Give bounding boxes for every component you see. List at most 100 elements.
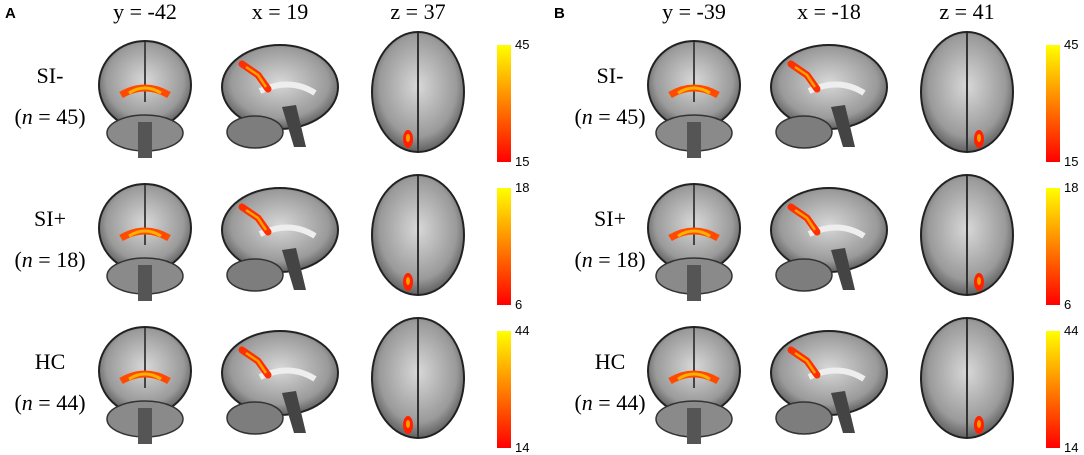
cerebellum bbox=[775, 115, 833, 149]
brainstem bbox=[831, 248, 855, 290]
cerebellum bbox=[775, 258, 833, 292]
sample-size: (n = 44) bbox=[574, 390, 645, 415]
colorbar-min: 14 bbox=[515, 440, 529, 455]
brainstem bbox=[831, 105, 855, 147]
cerebellum bbox=[775, 401, 833, 435]
colorbar bbox=[497, 331, 511, 448]
sample-size-part: ( bbox=[14, 104, 21, 129]
coronal-slice bbox=[647, 40, 741, 158]
colorbar-min: 15 bbox=[515, 154, 529, 169]
sample-size: (n = 18) bbox=[14, 247, 85, 272]
activation-core bbox=[677, 372, 711, 381]
sample-size-part: n bbox=[22, 390, 33, 415]
brainstem bbox=[687, 265, 701, 301]
activation-core bbox=[128, 229, 162, 238]
cerebellum bbox=[226, 258, 284, 292]
group-label: SI+ bbox=[34, 206, 66, 231]
brainstem bbox=[138, 122, 152, 158]
sample-size-part: = 45) bbox=[33, 104, 86, 129]
sample-size-part: ( bbox=[14, 390, 21, 415]
coronal-slice bbox=[647, 326, 741, 444]
activation-core bbox=[794, 208, 817, 231]
sample-size-part: ( bbox=[574, 104, 581, 129]
group-label: SI- bbox=[597, 63, 624, 88]
column-header: y = -42 bbox=[113, 0, 177, 24]
column-header: z = 41 bbox=[939, 0, 994, 24]
panel-label: B bbox=[554, 5, 565, 22]
brainstem bbox=[282, 248, 306, 290]
colorbar-max: 18 bbox=[515, 180, 529, 195]
activation-core bbox=[977, 134, 981, 142]
sample-size: (n = 45) bbox=[14, 104, 85, 129]
axial-slice bbox=[371, 31, 465, 153]
colorbar bbox=[497, 45, 511, 162]
activation-core bbox=[245, 208, 268, 231]
group-label: SI+ bbox=[594, 206, 626, 231]
sagittal-slice bbox=[221, 187, 339, 292]
brainstem bbox=[687, 122, 701, 158]
coronal-slice bbox=[98, 183, 192, 301]
colorbar bbox=[1046, 331, 1060, 448]
activation-core bbox=[128, 86, 162, 95]
axial-slice bbox=[920, 317, 1014, 439]
brainstem bbox=[831, 391, 855, 433]
sample-size: (n = 18) bbox=[574, 247, 645, 272]
sample-size: (n = 45) bbox=[574, 104, 645, 129]
coronal-slice bbox=[98, 40, 192, 158]
sample-size-part: = 44) bbox=[33, 390, 86, 415]
sample-size-part: n bbox=[582, 390, 593, 415]
sample-size-part: n bbox=[22, 247, 33, 272]
brainstem bbox=[138, 408, 152, 444]
column-header: x = -18 bbox=[797, 0, 861, 24]
sample-size-part: = 18) bbox=[593, 247, 646, 272]
coronal-slice bbox=[647, 183, 741, 301]
cerebellum bbox=[226, 115, 284, 149]
colorbar-max: 44 bbox=[515, 323, 529, 338]
brainstem bbox=[282, 105, 306, 147]
cerebellum bbox=[226, 401, 284, 435]
group-label: HC bbox=[35, 349, 66, 374]
sample-size-part: ( bbox=[14, 247, 21, 272]
colorbar-min: 6 bbox=[1064, 297, 1071, 312]
coronal-slice bbox=[98, 326, 192, 444]
sample-size-part: ( bbox=[574, 390, 581, 415]
column-header: x = 19 bbox=[252, 0, 308, 24]
brainstem bbox=[282, 391, 306, 433]
sample-size-part: n bbox=[22, 104, 33, 129]
column-header: y = -39 bbox=[662, 0, 726, 24]
activation-core bbox=[406, 420, 410, 428]
sample-size-part: n bbox=[582, 247, 593, 272]
axial-slice bbox=[920, 174, 1014, 296]
column-header: z = 37 bbox=[390, 0, 445, 24]
activation-core bbox=[794, 351, 817, 374]
panel-label: A bbox=[5, 5, 16, 22]
sagittal-slice bbox=[221, 330, 339, 435]
sample-size-part: = 18) bbox=[33, 247, 86, 272]
colorbar-min: 15 bbox=[1064, 154, 1078, 169]
sagittal-slice bbox=[221, 44, 339, 149]
activation-core bbox=[977, 420, 981, 428]
sample-size-part: ( bbox=[574, 247, 581, 272]
activation-core bbox=[245, 65, 268, 88]
activation-core bbox=[406, 277, 410, 285]
axial-slice bbox=[371, 174, 465, 296]
colorbar-min: 14 bbox=[1064, 440, 1078, 455]
axial-slice bbox=[920, 31, 1014, 153]
sagittal-slice bbox=[770, 330, 888, 435]
colorbar-max: 45 bbox=[1064, 37, 1078, 52]
colorbar-max: 45 bbox=[515, 37, 529, 52]
colorbar-min: 6 bbox=[515, 297, 522, 312]
activation-core bbox=[245, 351, 268, 374]
sagittal-slice bbox=[770, 187, 888, 292]
activation-core bbox=[794, 65, 817, 88]
activation-core bbox=[128, 372, 162, 381]
group-label: SI- bbox=[37, 63, 64, 88]
brainstem bbox=[138, 265, 152, 301]
colorbar-max: 44 bbox=[1064, 323, 1078, 338]
colorbar bbox=[497, 188, 511, 305]
axial-slice bbox=[371, 317, 465, 439]
brainstem bbox=[687, 408, 701, 444]
colorbar-max: 18 bbox=[1064, 180, 1078, 195]
activation-core bbox=[406, 134, 410, 142]
